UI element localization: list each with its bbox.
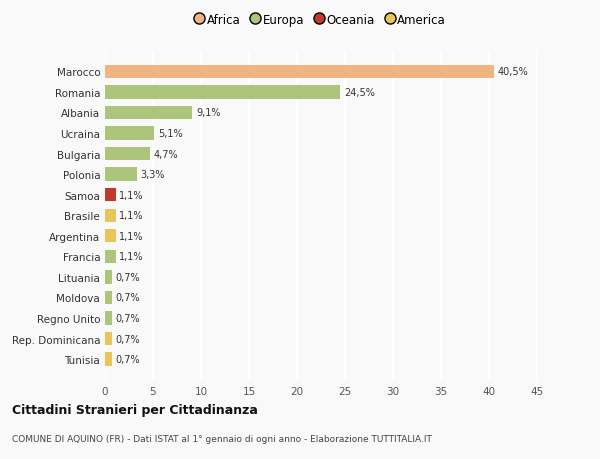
Bar: [105, 250, 116, 263]
Bar: [105, 168, 137, 181]
Text: 3,3%: 3,3%: [140, 170, 165, 180]
Bar: [105, 106, 193, 120]
Text: 24,5%: 24,5%: [344, 88, 375, 98]
Text: 1,1%: 1,1%: [119, 211, 144, 221]
Text: 5,1%: 5,1%: [158, 129, 182, 139]
Text: 0,7%: 0,7%: [116, 272, 140, 282]
Bar: [105, 332, 112, 346]
Bar: [105, 291, 112, 304]
Text: 0,7%: 0,7%: [116, 293, 140, 303]
Bar: [105, 86, 340, 99]
Bar: [105, 230, 116, 243]
Legend: Africa, Europa, Oceania, America: Africa, Europa, Oceania, America: [191, 9, 451, 31]
Bar: [105, 127, 154, 140]
Text: 0,7%: 0,7%: [116, 334, 140, 344]
Text: COMUNE DI AQUINO (FR) - Dati ISTAT al 1° gennaio di ogni anno - Elaborazione TUT: COMUNE DI AQUINO (FR) - Dati ISTAT al 1°…: [12, 434, 432, 442]
Text: 1,1%: 1,1%: [119, 190, 144, 200]
Text: Cittadini Stranieri per Cittadinanza: Cittadini Stranieri per Cittadinanza: [12, 403, 258, 416]
Bar: [105, 271, 112, 284]
Bar: [105, 189, 116, 202]
Bar: [105, 147, 150, 161]
Text: 9,1%: 9,1%: [196, 108, 221, 118]
Bar: [105, 66, 494, 79]
Text: 0,7%: 0,7%: [116, 354, 140, 364]
Bar: [105, 312, 112, 325]
Text: 1,1%: 1,1%: [119, 231, 144, 241]
Text: 40,5%: 40,5%: [497, 67, 529, 77]
Bar: [105, 209, 116, 223]
Text: 4,7%: 4,7%: [154, 149, 179, 159]
Bar: [105, 353, 112, 366]
Text: 0,7%: 0,7%: [116, 313, 140, 323]
Text: 1,1%: 1,1%: [119, 252, 144, 262]
